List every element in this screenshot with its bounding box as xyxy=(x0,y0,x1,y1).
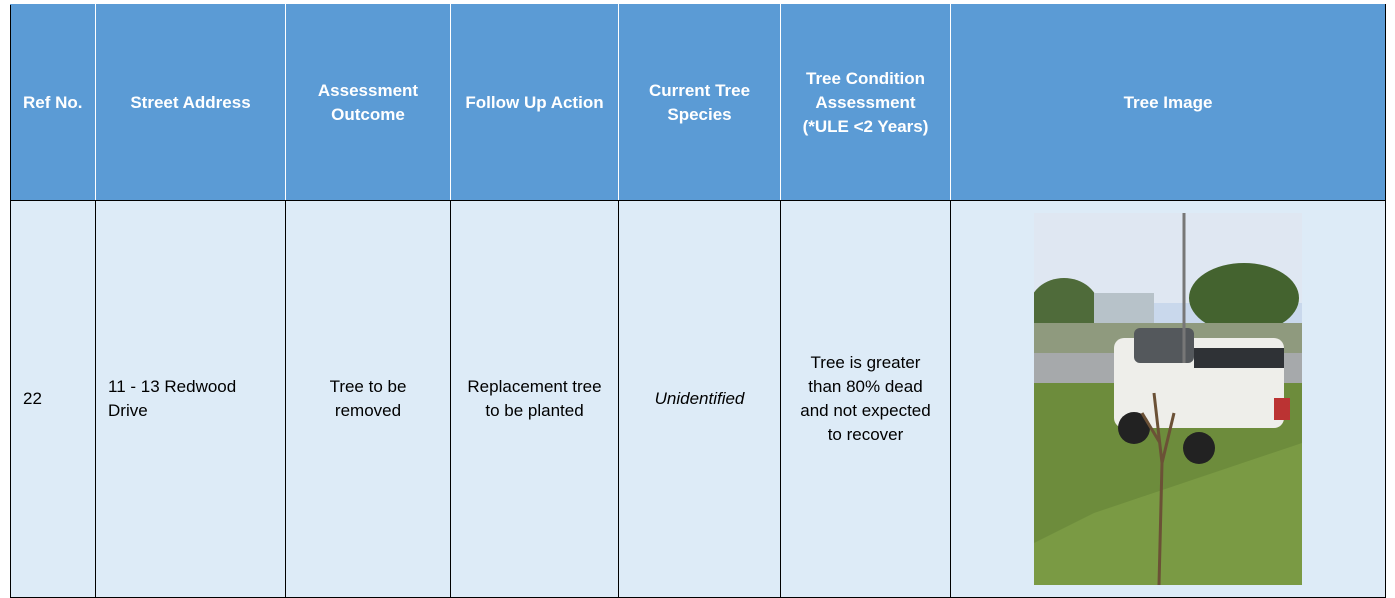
cell: Replacement tree to be planted xyxy=(451,201,619,598)
header-cell: Tree Image xyxy=(951,5,1386,201)
header-cell: Street Address xyxy=(96,5,286,201)
data-row: 22 11 - 13 Redwood Drive Tree to be remo… xyxy=(11,201,1386,598)
cell: Unidentified xyxy=(619,201,781,598)
cell: 11 - 13 Redwood Drive xyxy=(96,201,286,598)
header-cell: Assessment Outcome xyxy=(286,5,451,201)
tree-image xyxy=(1034,213,1302,585)
header-cell: Current Tree Species xyxy=(619,5,781,201)
cell: Tree is greater than 80% dead and not ex… xyxy=(781,201,951,598)
header-row: Ref No. Street Address Assessment Outcom… xyxy=(11,5,1386,201)
image-cell xyxy=(951,201,1386,598)
header-cell: Ref No. xyxy=(11,5,96,201)
header-cell: Tree Condition Assessment (*ULE <2 Years… xyxy=(781,5,951,201)
cell: 22 xyxy=(11,201,96,598)
header-cell: Follow Up Action xyxy=(451,5,619,201)
cell: Tree to be removed xyxy=(286,201,451,598)
page: Ref No. Street Address Assessment Outcom… xyxy=(0,0,1395,595)
assessment-table: Ref No. Street Address Assessment Outcom… xyxy=(10,4,1386,598)
